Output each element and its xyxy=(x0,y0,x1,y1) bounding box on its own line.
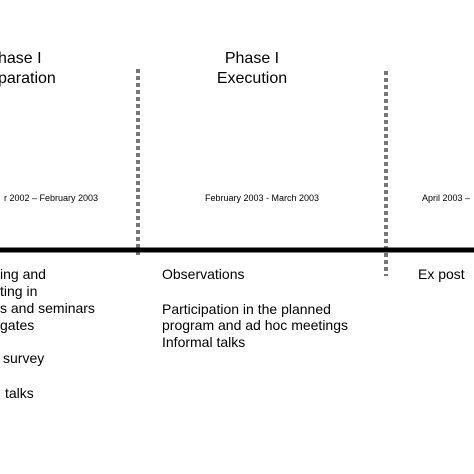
phase-item: ing and xyxy=(0,266,46,282)
phase-item: gates xyxy=(0,317,34,333)
phase-period: r 2002 – February 2003 xyxy=(4,193,98,203)
phase-item: survey xyxy=(3,350,44,366)
phase-item: ting in xyxy=(0,283,37,299)
phase-item: Participation in the planned xyxy=(162,301,331,317)
phase-item: s and seminars xyxy=(0,300,95,316)
phase-item: Informal talks xyxy=(162,334,245,350)
phase-item: talks xyxy=(5,385,34,401)
phase-item: Observations xyxy=(162,266,244,282)
phase-item: Ex post xyxy=(418,266,465,282)
phase-title: hase I xyxy=(0,50,42,67)
phase-item: program and ad hoc meetings xyxy=(162,317,348,333)
phase-subtitle: Execution xyxy=(217,70,287,87)
phase-subtitle: paration xyxy=(0,70,56,87)
phase-period: February 2003 - March 2003 xyxy=(205,193,319,203)
phase-title: Phase I xyxy=(225,50,279,67)
phase-period: April 2003 – xyxy=(422,193,470,203)
